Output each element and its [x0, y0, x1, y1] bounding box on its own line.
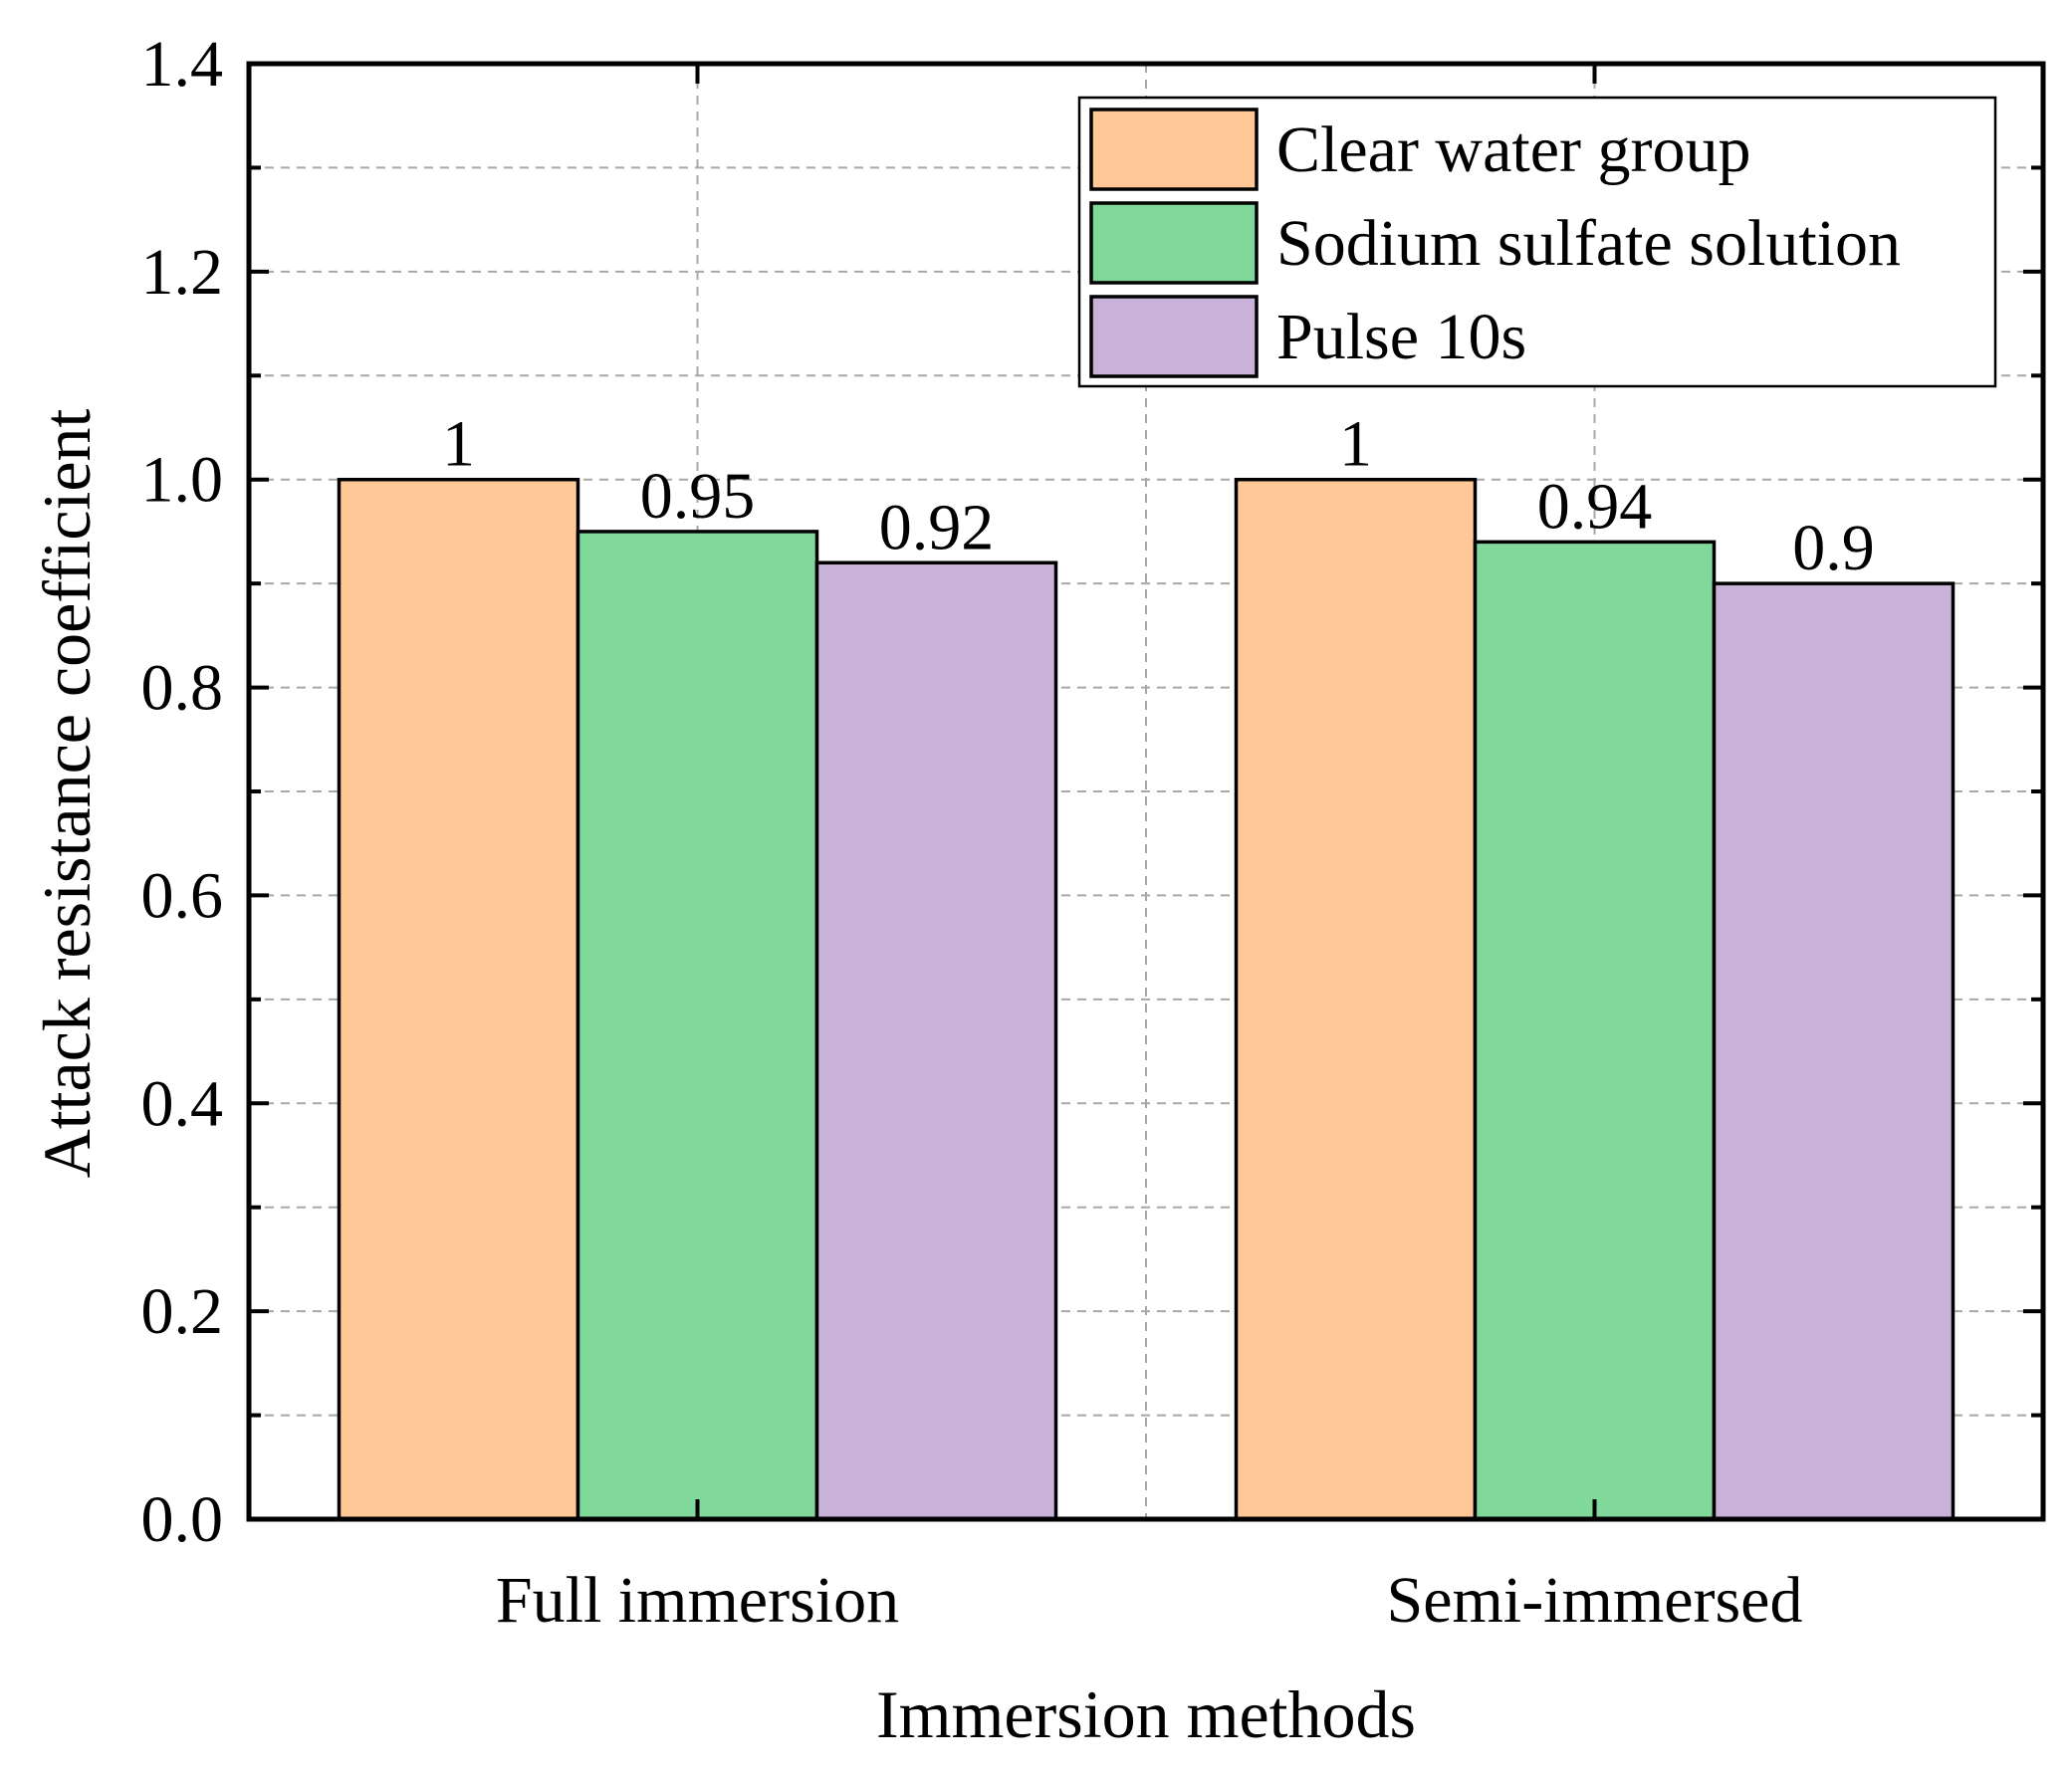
legend-label: Sodium sulfate solution: [1276, 207, 1901, 280]
data-labels: 1 0.95 0.92 1 0.94 0.9: [442, 408, 1875, 584]
bar-clear-water-semi-immersed: [1234, 477, 1478, 1521]
bar-sodium-sulfate-full-immersion: [576, 530, 819, 1521]
bar-clear-water-full-immersion: [337, 477, 580, 1521]
legend-label: Pulse 10s: [1276, 301, 1526, 373]
y-axis-title: Attack resistance coefficient: [29, 408, 105, 1178]
data-label: 1: [442, 408, 475, 481]
y-tick-label: 0.2: [141, 1275, 224, 1348]
legend-swatch: [1089, 108, 1259, 191]
x-category-label: Semi-immersed: [1387, 1564, 1803, 1637]
legend-swatch: [1089, 295, 1259, 378]
legend-swatch: [1089, 201, 1259, 285]
data-label: 0.9: [1792, 512, 1875, 584]
y-tick-label: 1.0: [141, 444, 224, 517]
axes: 0.0 0.2 0.4 0.6 0.8 1.0 1.2 1.4 Full immersion Se…: [141, 28, 2046, 1637]
legend: Clear water group Sodium sulfate solution…: [1077, 96, 1997, 388]
x-category-label: Full immersion: [496, 1564, 899, 1637]
data-label: 0.95: [640, 460, 756, 533]
bars: [337, 477, 1956, 1521]
data-label: 0.94: [1537, 470, 1653, 543]
legend-label: Clear water group: [1276, 113, 1750, 186]
y-tick-label: 1.4: [141, 28, 224, 101]
y-tick-label: 0.4: [141, 1067, 224, 1140]
bar-sodium-sulfate-semi-immersed: [1473, 540, 1717, 1521]
y-tick-label: 0.8: [141, 652, 224, 725]
y-tick-label: 0.6: [141, 859, 224, 932]
bar-pulse-10s-full-immersion: [814, 560, 1058, 1521]
bar-pulse-10s-semi-immersed: [1712, 581, 1956, 1521]
y-tick-label: 0.0: [141, 1483, 224, 1556]
data-label: 0.92: [879, 491, 995, 563]
x-axis-title: Immersion methods: [876, 1676, 1416, 1752]
data-label: 1: [1339, 408, 1372, 481]
y-tick-label: 1.2: [141, 236, 224, 309]
